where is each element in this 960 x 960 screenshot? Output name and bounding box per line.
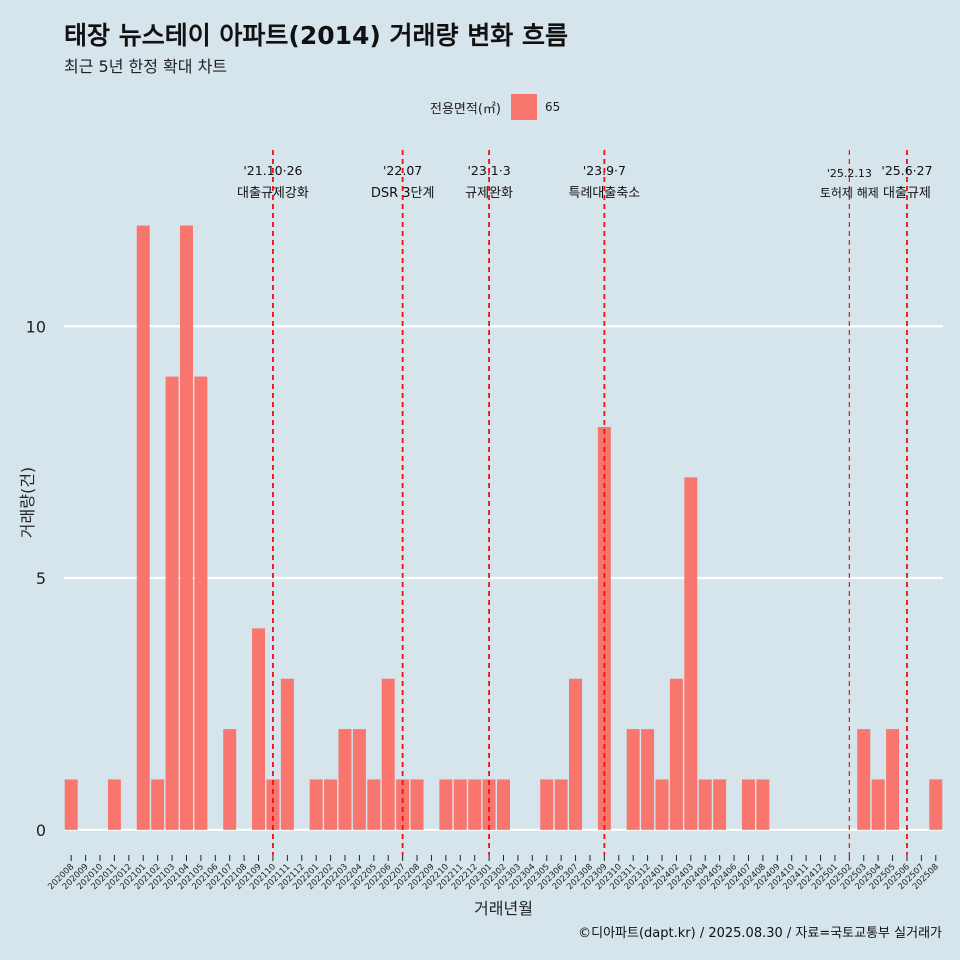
annotation-date: '25.2.13: [827, 167, 872, 180]
annotation-label: 규제완화: [465, 186, 513, 201]
chart-title: 태장 뉴스테이 아파트(2014) 거래량 변화 흐름: [64, 21, 568, 50]
y-tick-label: 5: [36, 569, 46, 588]
bar: [151, 779, 165, 830]
bar: [107, 779, 121, 830]
y-tick-label: 0: [36, 821, 46, 840]
bar: [684, 477, 698, 830]
bar: [324, 779, 338, 830]
bar: [367, 779, 381, 830]
bar: [929, 779, 943, 830]
annotation-label: 특례대출축소: [568, 186, 640, 201]
bar: [886, 729, 900, 830]
bar: [482, 779, 496, 830]
bar: [741, 779, 755, 830]
bar: [396, 779, 410, 830]
bar: [64, 779, 78, 830]
annotation-date: '23.1·3: [467, 163, 510, 178]
bar: [309, 779, 323, 830]
bar: [179, 225, 193, 830]
bar: [194, 376, 208, 830]
legend-title: 전용면적(㎡): [430, 101, 501, 117]
bar: [165, 376, 179, 830]
bar: [655, 779, 669, 830]
bar: [871, 779, 885, 830]
annotation-label: 대출규제강화: [237, 186, 309, 201]
bar: [669, 678, 683, 830]
source-caption: ©디아파트(dapt.kr) / 2025.08.30 / 자료=국토교통부 실…: [578, 926, 942, 941]
bar: [439, 779, 453, 830]
annotation-label: 대출규제: [883, 186, 931, 201]
bar: [626, 729, 640, 830]
bar: [381, 678, 395, 830]
legend: 전용면적(㎡) 65: [430, 94, 560, 120]
bar: [857, 729, 871, 830]
bar: [554, 779, 568, 830]
bar: [468, 779, 482, 830]
bar: [713, 779, 727, 830]
annotation-label: DSR 3단계: [371, 186, 435, 201]
bar: [223, 729, 237, 830]
bar: [698, 779, 712, 830]
bar: [641, 729, 655, 830]
annotation-label: 토허제 해제: [820, 186, 879, 200]
y-axis-title: 거래량(건): [18, 467, 37, 538]
legend-swatch: [510, 94, 537, 120]
bar: [453, 779, 467, 830]
bar: [569, 678, 583, 830]
annotation-date: '23.9·7: [583, 163, 626, 178]
y-tick-label: 10: [26, 317, 46, 336]
bar: [497, 779, 510, 830]
bar: [352, 729, 366, 830]
chart-subtitle: 최근 5년 한정 확대 차트: [64, 57, 228, 76]
bar: [756, 779, 770, 830]
bar: [266, 779, 280, 830]
bar: [338, 729, 352, 830]
x-axis-title: 거래년월: [474, 899, 533, 918]
bar: [136, 225, 150, 830]
bar: [252, 628, 266, 830]
legend-label: 65: [544, 100, 561, 114]
annotation-date: '22.07: [383, 163, 422, 178]
bar: [410, 779, 424, 830]
annotation-date: '21.10·26: [243, 163, 302, 178]
bar: [280, 678, 294, 830]
bar: [540, 779, 554, 830]
annotation-date: '25.6·27: [881, 163, 932, 178]
